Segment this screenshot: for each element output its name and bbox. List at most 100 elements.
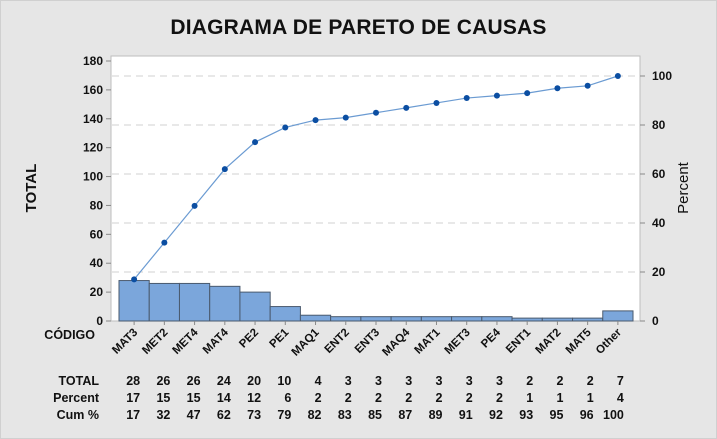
table-cell: 10	[277, 374, 291, 388]
bar-ent2	[330, 316, 362, 322]
table-cell: 62	[217, 408, 231, 422]
cumulative-point	[161, 239, 168, 246]
x-tick-label: PE2	[237, 327, 261, 351]
cumulative-point	[524, 90, 531, 97]
x-axis-label: CÓDIGO	[44, 327, 95, 342]
bar-mat2	[541, 317, 574, 322]
table-cell: 2	[315, 391, 322, 405]
x-tick-label: MET4	[171, 326, 202, 357]
table-cell: 100	[603, 408, 624, 422]
x-tick-label: PE4	[479, 326, 503, 350]
cumulative-point	[554, 85, 561, 92]
table-cell: 89	[429, 408, 443, 422]
table-row-label: Cum %	[57, 408, 99, 422]
table-cell: 4	[315, 374, 322, 388]
table-cell: 83	[338, 408, 352, 422]
y-tick-label: 160	[83, 83, 103, 97]
x-tick-label: MET3	[443, 327, 473, 357]
bar-met2	[148, 282, 180, 322]
y-tick-label: 40	[90, 256, 104, 270]
cumulative-point	[342, 114, 349, 121]
table-cell: 87	[398, 408, 412, 422]
table-cell: 85	[368, 408, 382, 422]
bar-met4	[178, 282, 211, 322]
y-axis-label: TOTAL	[23, 164, 40, 213]
table-cell: 1	[526, 391, 533, 405]
bar-ent1	[511, 317, 543, 322]
cumulative-point	[614, 73, 621, 79]
table-cell: 95	[550, 408, 564, 422]
table-cell: 14	[217, 391, 231, 405]
table-cell: 2	[375, 391, 382, 405]
x-tick-label: MAT2	[534, 327, 564, 357]
y2-tick-label: 100	[652, 69, 672, 83]
table-cell: 47	[187, 408, 201, 422]
bar-mat3	[118, 280, 150, 322]
table-cell: 79	[277, 408, 291, 422]
table-cell: 91	[459, 408, 473, 422]
table-cell: 1	[556, 391, 563, 405]
table-cell: 4	[617, 391, 624, 405]
x-tick-label: ENT1	[504, 326, 534, 356]
y-tick-label: 120	[83, 141, 103, 155]
cumulative-point	[312, 117, 319, 124]
table-cell: 92	[489, 408, 503, 422]
x-tick-label: MAT5	[564, 326, 594, 356]
y2-axis-label: Percent	[675, 161, 692, 214]
table-cell: 3	[496, 374, 503, 388]
table-cell: 96	[580, 408, 594, 422]
table-cell: 2	[556, 374, 563, 388]
table-cell: 26	[187, 374, 201, 388]
cumulative-point	[131, 276, 138, 283]
bar-maq1	[299, 314, 332, 322]
table-cell: 7	[617, 374, 624, 388]
table-cell: 2	[436, 391, 443, 405]
y-tick-label: 0	[96, 314, 103, 328]
bar-met3	[451, 316, 483, 322]
table-cell: 17	[126, 408, 140, 422]
table-cell: 2	[345, 391, 352, 405]
table-cell: 24	[217, 374, 231, 388]
cumulative-point	[463, 95, 470, 102]
x-tick-label: MAQ4	[380, 326, 412, 358]
table-cell: 15	[156, 391, 170, 405]
table-cell: 73	[247, 408, 261, 422]
x-tick-label: PE1	[268, 326, 292, 350]
table-cell: 2	[526, 374, 533, 388]
cumulative-point	[433, 99, 440, 106]
y-tick-label: 20	[90, 285, 104, 299]
bar-mat1	[420, 316, 453, 322]
table-cell: 2	[496, 391, 503, 405]
table-cell: 20	[247, 374, 261, 388]
y-tick-label: 140	[83, 112, 103, 126]
table-row-label: TOTAL	[58, 374, 99, 388]
table-cell: 2	[587, 374, 594, 388]
cumulative-point	[493, 92, 500, 99]
table-cell: 1	[587, 391, 594, 405]
bar-maq4	[390, 316, 422, 322]
table-cell: 17	[126, 391, 140, 405]
table-cell: 32	[156, 408, 170, 422]
y2-tick-label: 20	[652, 265, 666, 279]
table-cell: 3	[375, 374, 382, 388]
plot-area	[110, 55, 641, 322]
y2-tick-label: 0	[652, 314, 659, 328]
table-cell: 3	[405, 374, 412, 388]
table-cell: 26	[156, 374, 170, 388]
y-tick-label: 100	[83, 170, 103, 184]
cumulative-point	[584, 82, 591, 89]
table-cell: 93	[519, 408, 533, 422]
cumulative-point	[282, 124, 289, 131]
y2-tick-label: 60	[652, 167, 666, 181]
table-cell: 82	[308, 408, 322, 422]
chart-title: DIAGRAMA DE PARETO DE CAUSAS	[170, 16, 547, 39]
y-tick-label: 180	[83, 54, 103, 68]
cumulative-point	[252, 139, 259, 146]
y2-tick-label: 40	[652, 216, 666, 230]
table-cell: 2	[405, 391, 412, 405]
x-tick-label: ENT2	[323, 327, 352, 356]
bar-pe2	[239, 291, 271, 322]
x-tick-label: Other	[594, 326, 625, 357]
bar-mat4	[209, 285, 241, 322]
